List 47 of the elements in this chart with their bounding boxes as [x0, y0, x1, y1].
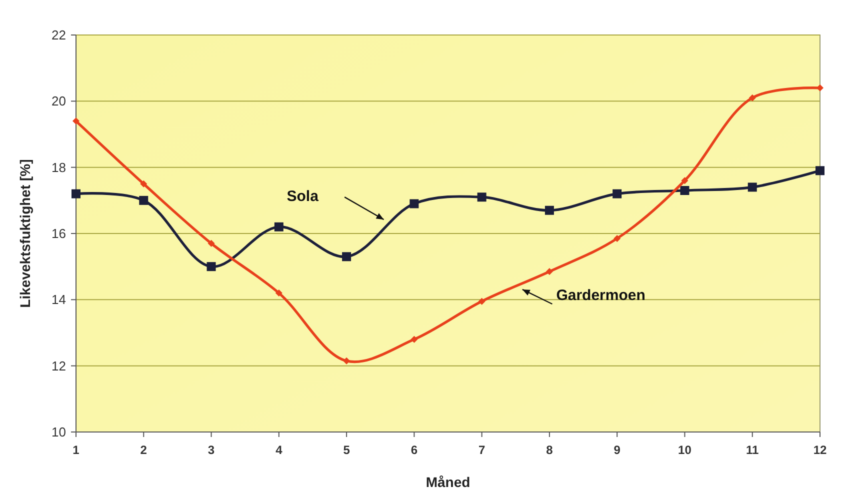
series-label: Sola [286, 188, 320, 206]
point [477, 192, 486, 202]
point [410, 336, 418, 343]
x-tick-label: 10 [678, 443, 692, 457]
point [342, 252, 352, 262]
y-tick-label: 12 [52, 358, 66, 374]
x-tick-label: 11 [746, 443, 760, 457]
point [816, 84, 824, 92]
x-tick-label: 6 [410, 443, 418, 457]
x-tick-label: 3 [208, 443, 215, 457]
y-axis-title: Likevektsfuktighet [%] [17, 159, 33, 308]
x-tick-label: 5 [343, 443, 350, 457]
point [546, 268, 553, 276]
point [614, 234, 621, 242]
x-tick-label: 4 [276, 443, 283, 457]
point [274, 222, 284, 232]
point [139, 196, 148, 205]
point [72, 118, 80, 125]
point [816, 166, 824, 176]
y-tick-label: 22 [52, 28, 66, 43]
point [681, 177, 688, 184]
point [206, 262, 216, 272]
point [680, 186, 690, 195]
point [343, 357, 350, 364]
series-label: Gardermoen [556, 286, 646, 304]
point [72, 189, 80, 198]
point [208, 240, 215, 247]
point [748, 94, 756, 102]
y-tick-label: 20 [52, 94, 66, 109]
x-tick-label: 7 [478, 443, 486, 457]
point [140, 180, 148, 188]
x-tick-label: 8 [546, 443, 554, 457]
point [748, 182, 757, 192]
x-tick-label: 12 [813, 443, 827, 457]
x-tick-label: 2 [140, 443, 148, 457]
point [410, 199, 419, 208]
point [612, 189, 622, 198]
point [275, 290, 282, 297]
point [478, 298, 486, 305]
point [544, 206, 554, 215]
y-tick-label: 10 [52, 424, 66, 440]
y-tick-label: 14 [52, 292, 66, 308]
y-tick-label: 16 [52, 226, 66, 242]
x-tick-label: 1 [72, 443, 80, 457]
x-tick-label: 9 [614, 443, 621, 457]
y-tick-label: 18 [52, 160, 66, 175]
x-axis-title: Måned [426, 474, 470, 490]
